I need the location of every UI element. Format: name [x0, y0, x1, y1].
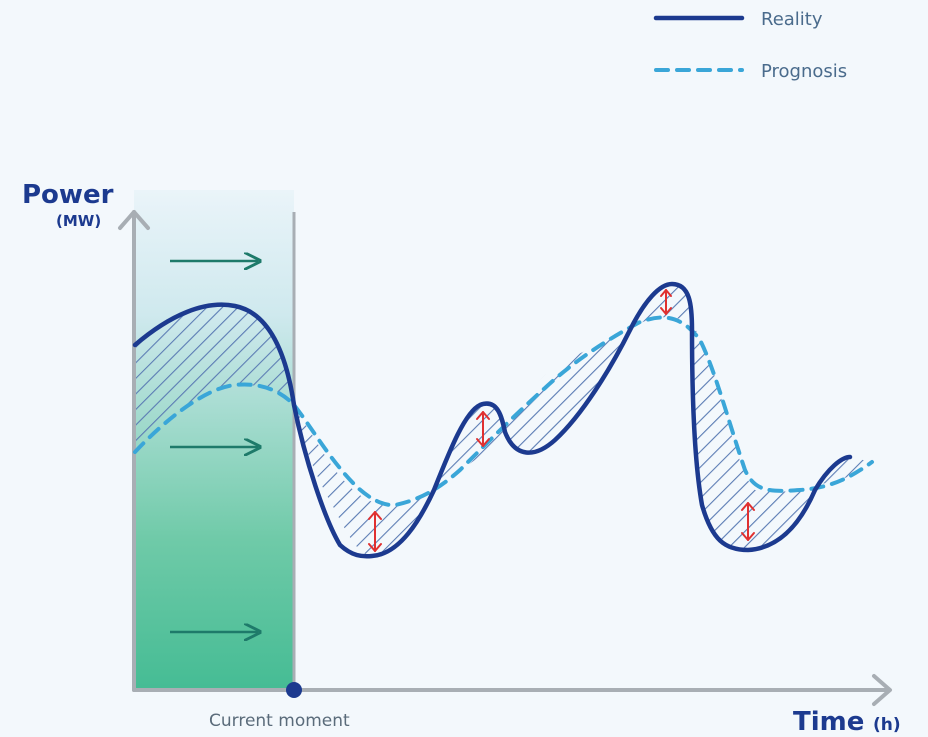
- current-moment-dot: [286, 682, 302, 698]
- y-axis-unit: (MW): [56, 212, 101, 230]
- history-area: [134, 190, 294, 690]
- double-headed-arrow-icon: [660, 289, 672, 315]
- x-axis-title: Time: [793, 707, 864, 737]
- difference-area-drop: [692, 322, 815, 550]
- difference-area-rise: [505, 330, 630, 452]
- difference-area-peak-1: [434, 404, 505, 490]
- double-headed-arrow-icon: [741, 502, 755, 541]
- legend-prognosis-label: Prognosis: [761, 61, 847, 82]
- x-axis-unit: (h): [873, 715, 901, 735]
- y-axis-arrowhead: [118, 210, 150, 230]
- prognosis-curve: [133, 315, 874, 508]
- legend-reality-label: Reality: [761, 9, 823, 30]
- deviation-markers: [368, 289, 755, 552]
- reality-curve: [132, 281, 853, 559]
- difference-area-tail: [815, 457, 872, 490]
- x-axis-arrowhead: [872, 674, 892, 706]
- y-axis-title: Power: [22, 180, 114, 210]
- current-moment-label: Current moment: [209, 711, 350, 731]
- double-headed-arrow-icon: [476, 411, 490, 447]
- double-headed-arrow-icon: [368, 511, 382, 552]
- flow-arrows: [170, 261, 258, 632]
- difference-area-dip-1: [294, 395, 434, 556]
- legend: Reality Prognosis: [653, 9, 847, 82]
